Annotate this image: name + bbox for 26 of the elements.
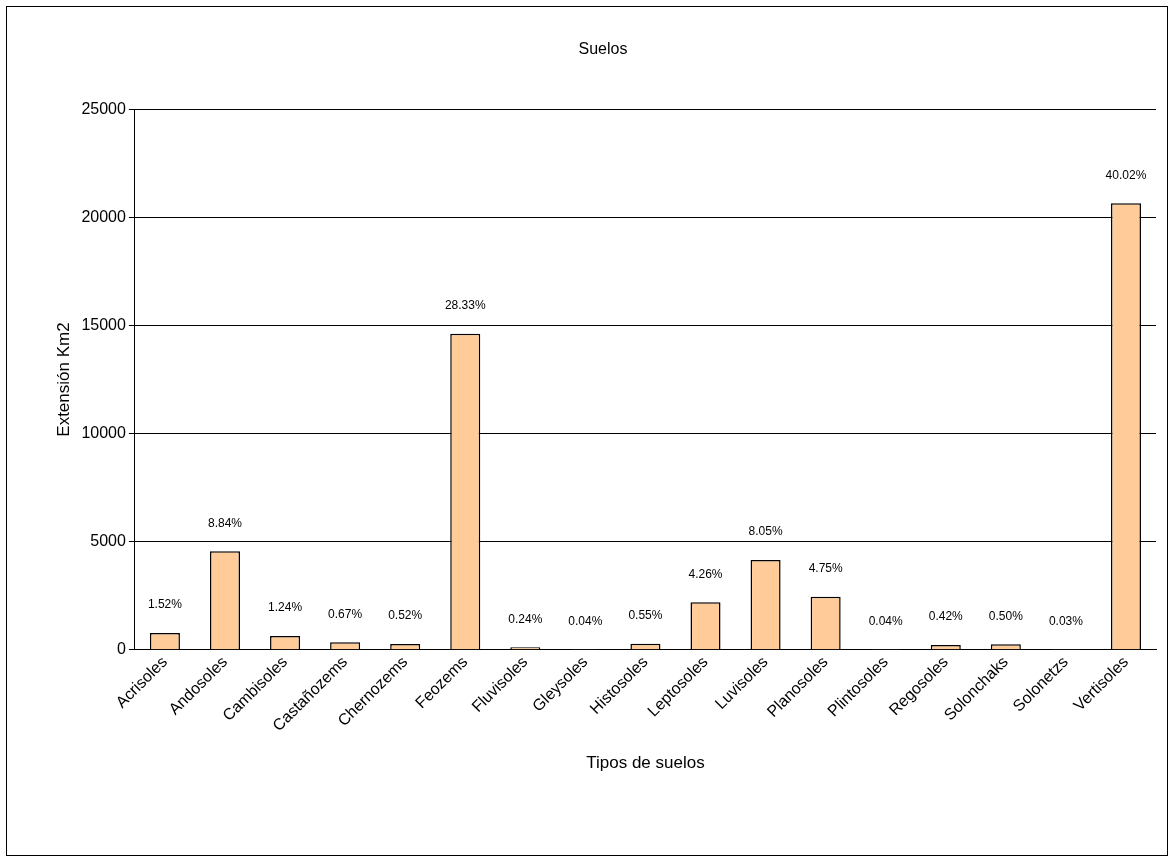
annotation: 0.42% — [928, 609, 964, 624]
y-tick-label: 0 — [116, 640, 126, 658]
y-tick-label: 25000 — [81, 99, 126, 117]
x-axis-title: Tipos de suelos — [586, 753, 705, 773]
y-tick-label: 5000 — [90, 532, 126, 550]
y-tick-label: 15000 — [81, 315, 126, 333]
annotation: 4.26% — [688, 566, 723, 581]
annotation: 0.55% — [628, 608, 663, 623]
annotation: 4.75% — [808, 561, 843, 576]
annotation: 0.24% — [508, 611, 543, 626]
y-tick-label: 10000 — [81, 424, 126, 441]
annotation: 1.24% — [268, 600, 303, 615]
annotation: 8.84% — [207, 515, 243, 530]
annotation: 0.04% — [568, 613, 603, 628]
chart-title: Suelos — [578, 40, 628, 58]
annotation: 28.33% — [444, 297, 486, 312]
annotation: 0.52% — [388, 608, 423, 623]
annotation: 0.04% — [868, 613, 904, 628]
annotation: 40.02% — [1105, 167, 1147, 182]
annotation: 0.67% — [328, 606, 363, 621]
annotation: 0.50% — [988, 608, 1024, 623]
y-tick-label: 20000 — [81, 207, 126, 225]
annotation: 1.52% — [147, 597, 183, 612]
annotation: 8.05% — [748, 524, 783, 539]
y-axis-title: Extensión Km2 — [53, 322, 73, 437]
annotation: 0.03% — [1048, 613, 1084, 628]
